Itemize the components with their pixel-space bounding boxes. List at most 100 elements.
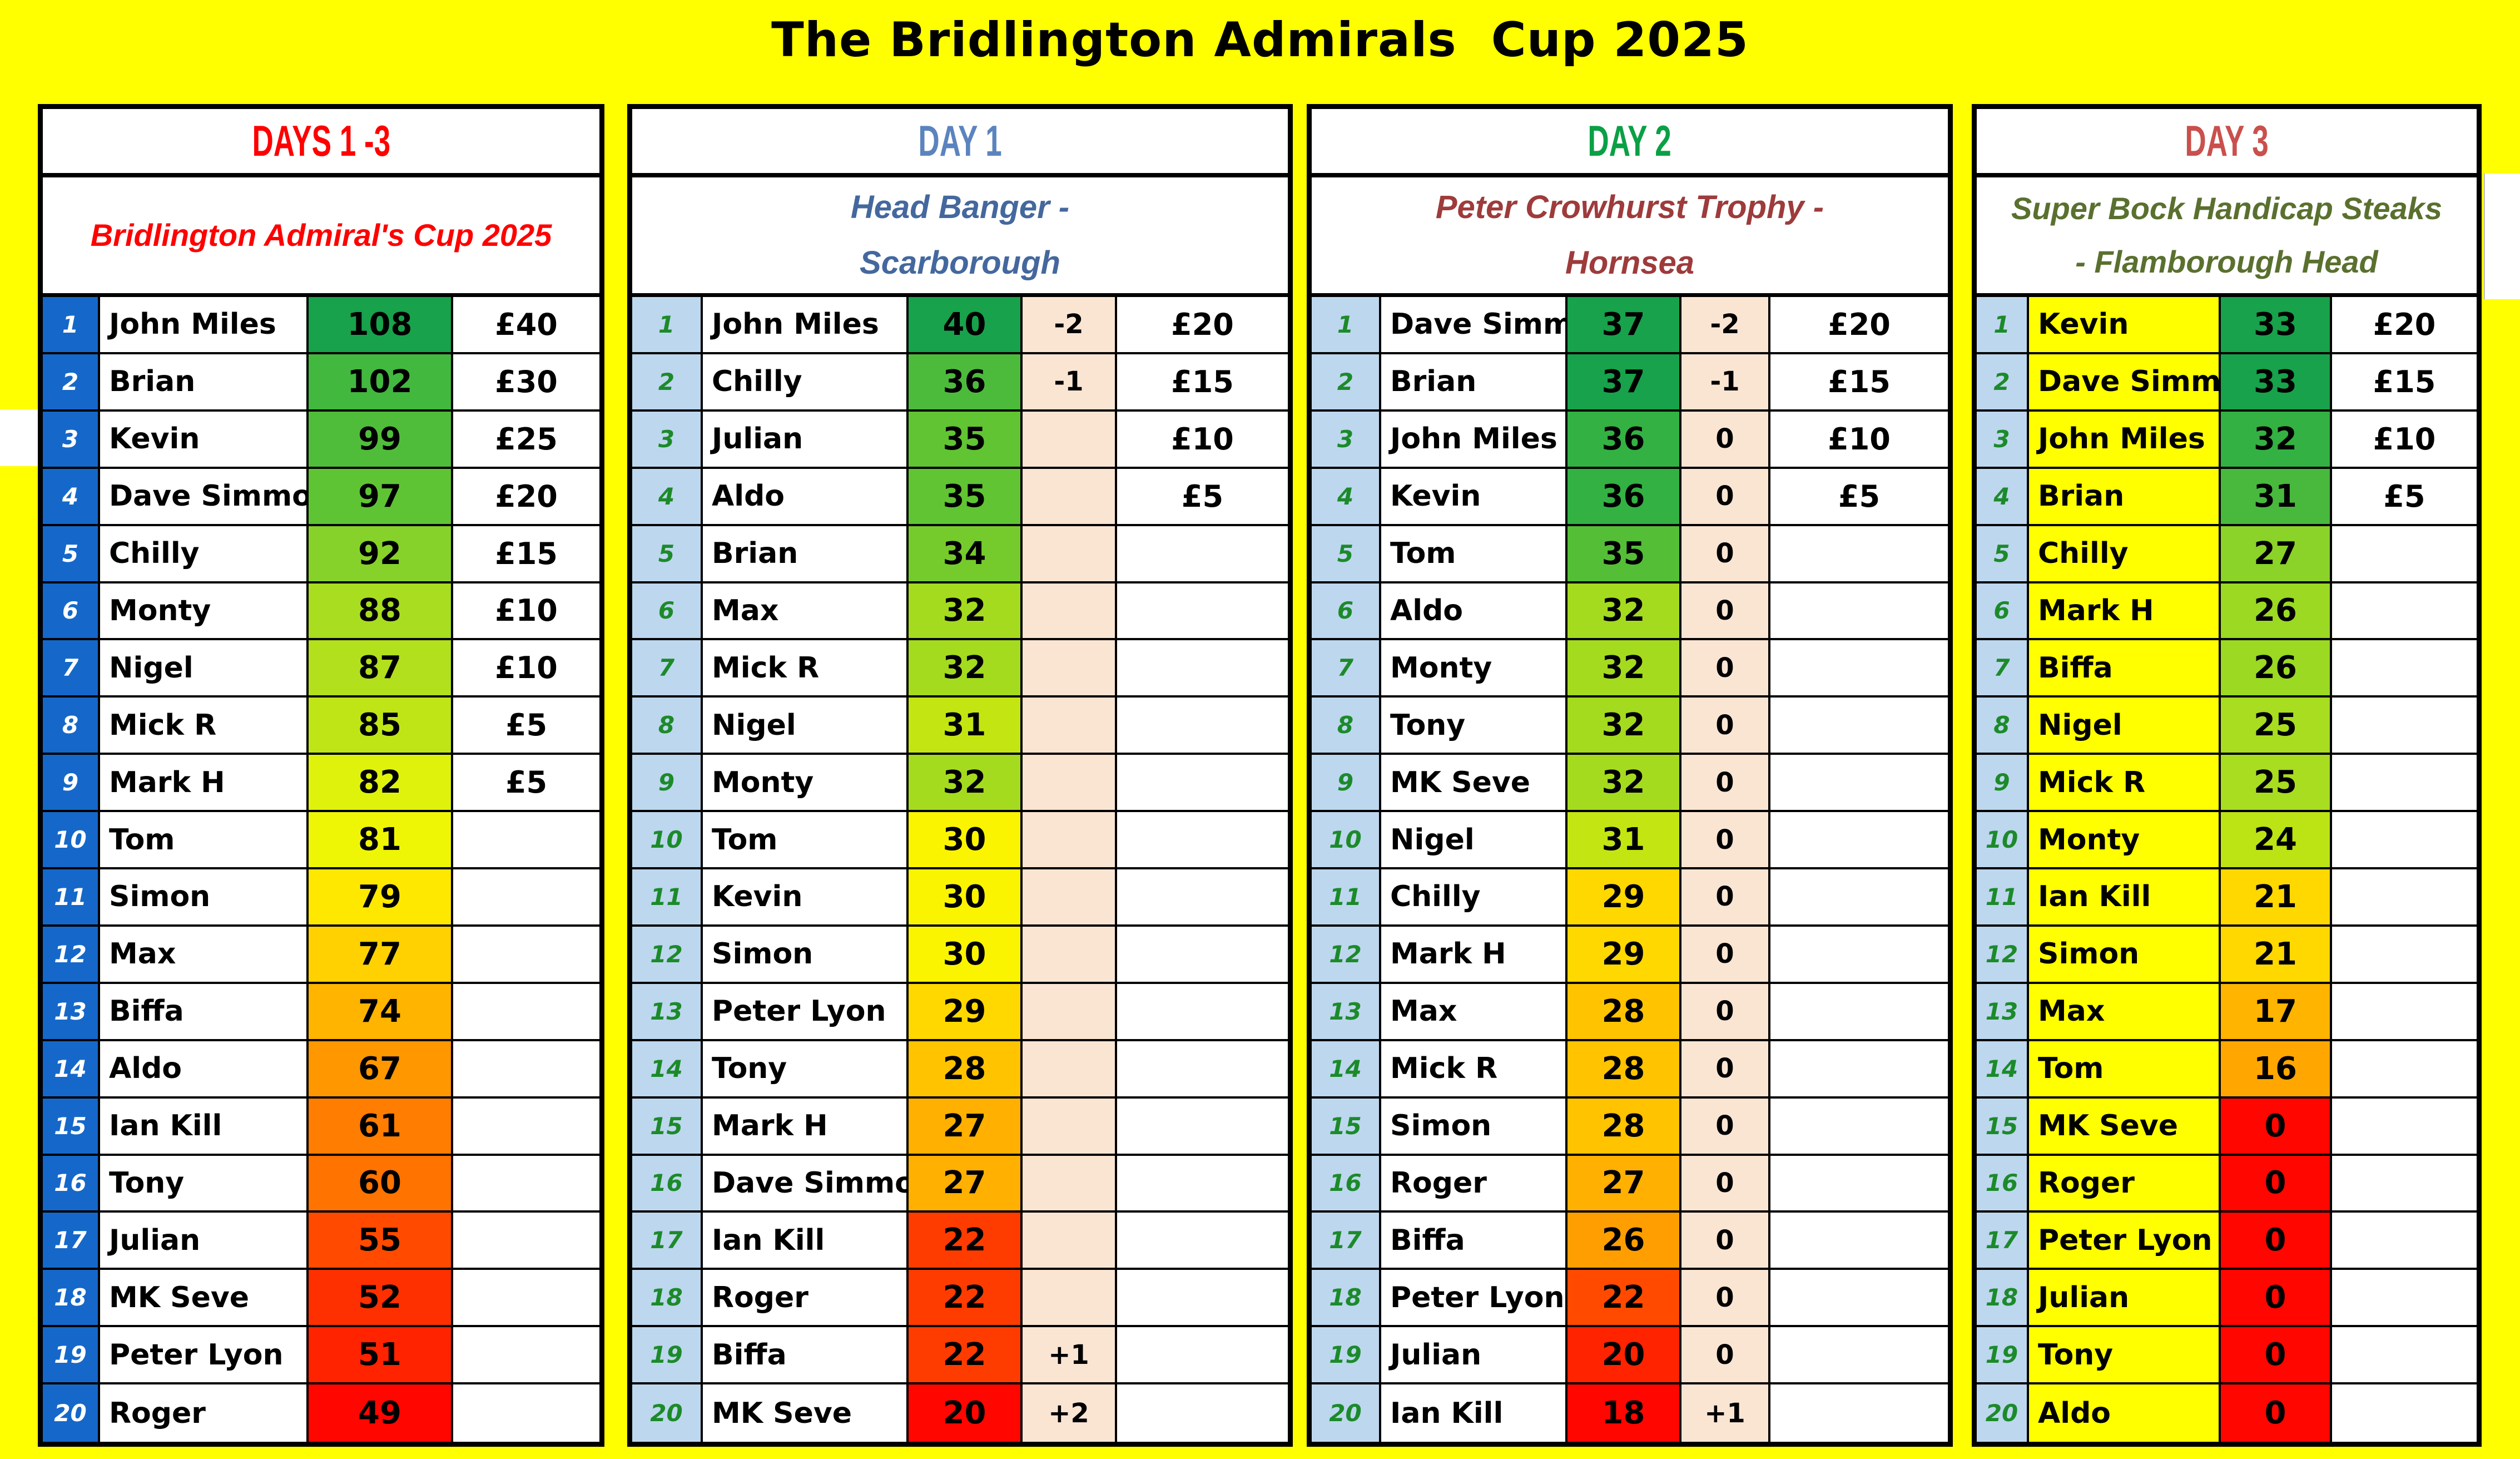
adjust-cell: [1023, 1155, 1117, 1213]
name-cell: Simon: [2029, 926, 2221, 984]
panel-subtitle-label: Head Banger - Scarborough: [850, 189, 1070, 281]
rank-cell: 1: [1977, 297, 2029, 354]
money-cell: £20: [1117, 297, 1288, 354]
money-cell: £5: [453, 698, 599, 755]
score-cell: 51: [309, 1327, 453, 1385]
score-cell: 25: [2221, 755, 2332, 813]
rank-cell: 15: [43, 1098, 100, 1156]
table-row: 19 Julian 20 0: [1312, 1327, 1948, 1385]
unfilled-cell-strip-right: [2484, 174, 2520, 299]
score-cell: 32: [909, 583, 1023, 641]
name-cell: Ian Kill: [100, 1098, 309, 1156]
rank-cell: 12: [1977, 926, 2029, 984]
money-cell: [2332, 640, 2477, 698]
table-row: 15 MK Seve 0: [1977, 1098, 2477, 1156]
money-cell: [1770, 526, 1948, 583]
table-row: 14 Mick R 28 0: [1312, 1041, 1948, 1099]
adjust-cell: [1023, 640, 1117, 698]
panel-day2: DAY 2 Peter Crowhurst Trophy - Hornsea 1 Da…: [1307, 104, 1953, 1447]
table-row: 16 Roger 27 0: [1312, 1155, 1948, 1213]
name-cell: Roger: [1381, 1155, 1567, 1213]
score-cell: 30: [909, 869, 1023, 927]
name-cell: Mick R: [703, 640, 909, 698]
money-cell: £10: [1117, 411, 1288, 469]
table-row: 7 Nigel 87 £10: [43, 640, 599, 698]
table-row: 15 Mark H 27: [632, 1098, 1288, 1156]
score-cell: 61: [309, 1098, 453, 1156]
name-cell: Mick R: [2029, 755, 2221, 813]
score-cell: 77: [309, 926, 453, 984]
rank-cell: 18: [1977, 1270, 2029, 1328]
money-cell: £5: [1117, 468, 1288, 526]
name-cell: Nigel: [100, 640, 309, 698]
rank-cell: 7: [632, 640, 703, 698]
rank-cell: 7: [1312, 640, 1381, 698]
rank-cell: 20: [632, 1384, 703, 1442]
table-row: 9 Mick R 25: [1977, 755, 2477, 813]
table-row: 12 Simon 30: [632, 926, 1288, 984]
table-row: 6 Aldo 32 0: [1312, 583, 1948, 641]
money-cell: [2332, 926, 2477, 984]
money-cell: [1770, 1041, 1948, 1099]
money-cell: [1117, 526, 1288, 583]
adjust-cell: 0: [1681, 1213, 1770, 1270]
adjust-cell: [1023, 1213, 1117, 1270]
panel-header-label: DAYS 1 -3: [252, 116, 390, 165]
adjust-cell: -1: [1681, 354, 1770, 412]
money-cell: £15: [1770, 354, 1948, 412]
score-cell: 67: [309, 1041, 453, 1099]
money-cell: [1770, 1327, 1948, 1385]
name-cell: Tony: [100, 1155, 309, 1213]
name-cell: Nigel: [703, 698, 909, 755]
money-cell: [1117, 755, 1288, 813]
panel-header-days13: DAYS 1 -3: [43, 109, 599, 177]
money-cell: £20: [453, 468, 599, 526]
rank-cell: 13: [632, 983, 703, 1041]
score-cell: 22: [1567, 1270, 1681, 1328]
adjust-cell: [1023, 526, 1117, 583]
score-cell: 0: [2221, 1213, 2332, 1270]
table-row: 8 Nigel 25: [1977, 698, 2477, 755]
score-cell: 40: [909, 297, 1023, 354]
name-cell: Dave Simmo: [1381, 297, 1593, 354]
rank-cell: 12: [1312, 926, 1381, 984]
table-row: 3 John Miles 32 £10: [1977, 411, 2477, 469]
money-cell: £15: [2332, 354, 2477, 412]
table-row: 6 Monty 88 £10: [43, 583, 599, 641]
money-cell: [2332, 1213, 2477, 1270]
adjust-cell: +1: [1023, 1327, 1117, 1385]
table-row: 15 Ian Kill 61: [43, 1098, 599, 1156]
money-cell: [2332, 583, 2477, 641]
rank-cell: 11: [1977, 869, 2029, 927]
money-cell: £10: [453, 583, 599, 641]
table-row: 3 John Miles 36 0 £10: [1312, 411, 1948, 469]
score-cell: 26: [2221, 640, 2332, 698]
name-cell: Ian Kill: [1381, 1384, 1567, 1442]
table-row: 7 Mick R 32: [632, 640, 1288, 698]
score-cell: 99: [309, 411, 453, 469]
table-row: 12 Mark H 29 0: [1312, 926, 1948, 984]
money-cell: [1117, 926, 1288, 984]
rank-cell: 6: [632, 583, 703, 641]
money-cell: [453, 926, 599, 984]
adjust-cell: -1: [1023, 354, 1117, 412]
table-row: 10 Tom 81: [43, 812, 599, 869]
rank-cell: 4: [43, 468, 100, 526]
table-row: 10 Monty 24: [1977, 812, 2477, 869]
money-cell: [2332, 698, 2477, 755]
name-cell: Brian: [100, 354, 309, 412]
table-row: 18 Peter Lyon 22 0: [1312, 1270, 1948, 1328]
score-cell: 21: [2221, 869, 2332, 927]
score-cell: 32: [1567, 640, 1681, 698]
panel-table-day3: 1 Kevin 33 £20 2 Dave Simmo 33 £15 3 John Miles 32…: [1977, 297, 2477, 1442]
table-row: 1 John Miles 108 £40: [43, 297, 599, 354]
money-cell: [453, 1384, 599, 1442]
rank-cell: 19: [1312, 1327, 1381, 1385]
name-cell: Tom: [1381, 526, 1567, 583]
money-cell: [453, 1098, 599, 1156]
money-cell: [1117, 1098, 1288, 1156]
name-cell: Biffa: [1381, 1213, 1567, 1270]
name-cell: Mick R: [1381, 1041, 1567, 1099]
money-cell: £30: [453, 354, 599, 412]
name-cell: Max: [100, 926, 309, 984]
